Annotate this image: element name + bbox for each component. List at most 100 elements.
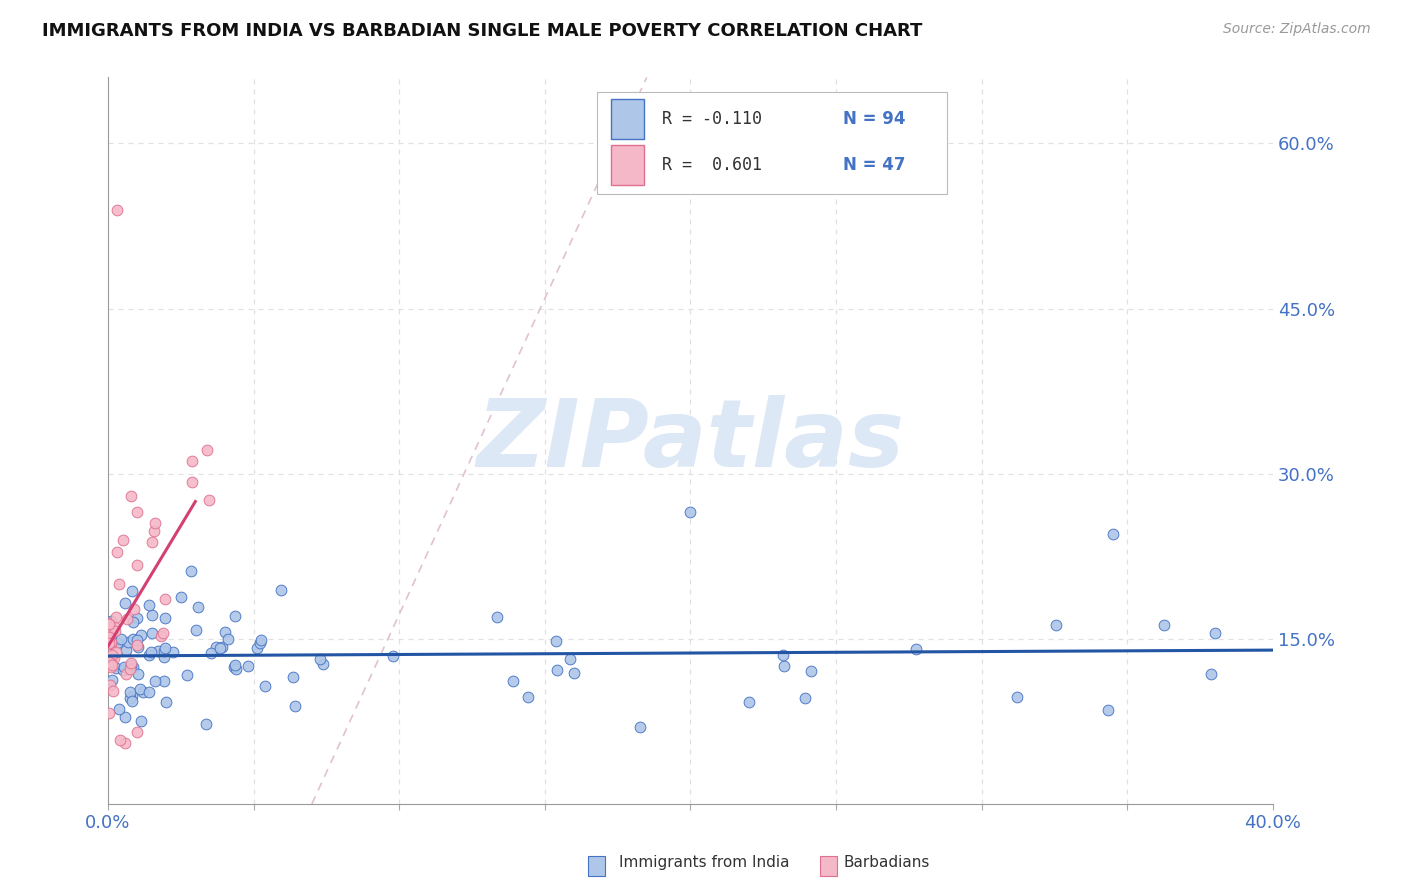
Point	[309, 651, 332, 665]
Point	[1153, 618, 1175, 632]
Point	[224, 608, 246, 623]
Point	[546, 663, 568, 677]
Point	[153, 610, 176, 624]
Point	[195, 443, 218, 458]
Point	[176, 668, 198, 682]
Point	[125, 638, 148, 652]
Point	[100, 656, 122, 670]
Text: Source: ZipAtlas.com: Source: ZipAtlas.com	[1223, 22, 1371, 37]
Text: IMMIGRANTS FROM INDIA VS BARBADIAN SINGLE MALE POVERTY CORRELATION CHART: IMMIGRANTS FROM INDIA VS BARBADIAN SINGL…	[42, 22, 922, 40]
Point	[120, 684, 142, 698]
Point	[142, 524, 165, 538]
Point	[502, 673, 524, 688]
Point	[224, 657, 246, 672]
Point	[98, 678, 121, 692]
Point	[152, 673, 174, 688]
Point	[1045, 617, 1067, 632]
Point	[225, 663, 247, 677]
Point	[120, 657, 142, 672]
Point	[129, 628, 152, 642]
Point	[108, 577, 131, 591]
Point	[200, 646, 222, 660]
Point	[100, 626, 122, 640]
Point	[115, 667, 138, 681]
Text: R =  0.601: R = 0.601	[662, 156, 762, 174]
Point	[100, 615, 122, 629]
Point	[246, 640, 269, 655]
Point	[516, 690, 538, 704]
Point	[114, 736, 136, 750]
Point	[125, 611, 148, 625]
Point	[184, 624, 207, 638]
Point	[122, 660, 145, 674]
Point	[98, 630, 121, 644]
Point	[120, 489, 142, 503]
Point	[101, 673, 124, 687]
Text: ZIPatlas: ZIPatlas	[477, 395, 904, 487]
Point	[794, 691, 817, 706]
Point	[132, 685, 155, 699]
Point	[1097, 703, 1119, 717]
Point	[101, 657, 124, 672]
Point	[118, 662, 141, 676]
Point	[139, 645, 162, 659]
Point	[153, 643, 176, 657]
Point	[118, 690, 141, 705]
Point	[138, 685, 160, 699]
Point	[141, 608, 163, 623]
Point	[214, 625, 236, 640]
Point	[101, 648, 124, 662]
Point	[127, 505, 149, 519]
Point	[194, 717, 217, 731]
Point	[180, 564, 202, 578]
Point	[628, 720, 651, 734]
Bar	[612, 99, 644, 139]
Point	[103, 651, 125, 665]
Point	[108, 733, 131, 747]
Point	[129, 714, 152, 729]
Point	[205, 640, 228, 654]
Point	[152, 626, 174, 640]
Point	[198, 493, 221, 508]
Point	[121, 689, 143, 703]
Point	[773, 658, 796, 673]
Text: N = 47: N = 47	[844, 156, 905, 174]
Point	[281, 671, 304, 685]
Point	[98, 706, 121, 720]
Point	[162, 645, 184, 659]
Point	[105, 545, 128, 559]
Point	[121, 694, 143, 708]
Point	[122, 602, 145, 616]
Point	[127, 667, 149, 681]
Point	[115, 642, 138, 657]
Point	[211, 640, 233, 654]
Point	[141, 534, 163, 549]
Point	[312, 657, 335, 672]
Point	[253, 679, 276, 693]
Point	[100, 615, 122, 630]
Point	[558, 651, 581, 665]
Point	[98, 616, 121, 631]
Point	[121, 615, 143, 630]
Point	[905, 641, 928, 656]
Point	[103, 624, 125, 638]
FancyBboxPatch shape	[598, 92, 946, 194]
Point	[101, 683, 124, 698]
Point	[105, 202, 128, 217]
Text: Immigrants from India: Immigrants from India	[619, 855, 789, 870]
Point	[738, 695, 761, 709]
Point	[148, 644, 170, 658]
Point	[170, 590, 193, 604]
Point	[127, 558, 149, 573]
Point	[100, 637, 122, 651]
Point	[800, 664, 823, 678]
Point	[381, 649, 404, 664]
Point	[149, 629, 172, 643]
Point	[115, 612, 138, 626]
Point	[98, 636, 121, 650]
Point	[209, 641, 232, 656]
Point	[181, 475, 204, 490]
Point	[129, 681, 152, 696]
Point	[103, 619, 125, 633]
Point	[138, 598, 160, 612]
